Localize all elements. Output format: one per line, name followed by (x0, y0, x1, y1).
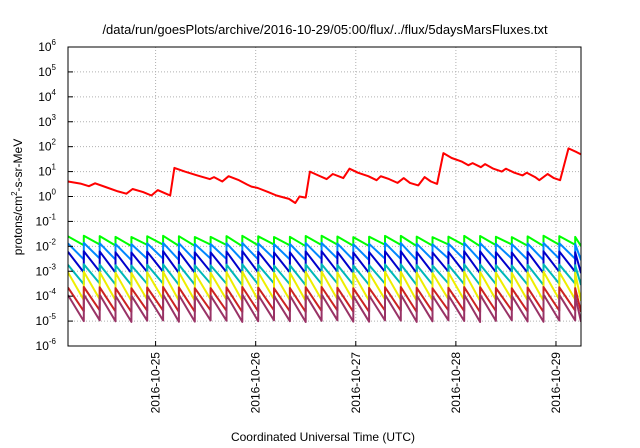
chart-title: /data/run/goesPlots/archive/2016-10-29/0… (102, 22, 548, 37)
y-tick-label: 105 (38, 63, 56, 79)
y-tick-label: 104 (38, 88, 56, 104)
series-line-5 (68, 263, 581, 287)
x-tick-label: 2016-10-29 (549, 352, 563, 414)
series-line-1 (68, 147, 581, 204)
x-axis-ticks: 2016-10-25 2016-10-26 2016-10-27 2016-10-28… (149, 341, 563, 413)
series-line-7 (68, 286, 581, 314)
y-tick-label: 10-1 (36, 212, 57, 228)
y-axis-label-base: protons/cm (11, 196, 25, 255)
series-line-2 (68, 234, 581, 248)
y-tick-label: 10-5 (36, 312, 57, 328)
y-tick-label: 106 (38, 38, 56, 54)
x-tick-label: 2016-10-28 (449, 352, 463, 414)
y-tick-label: 10-6 (36, 337, 57, 353)
y-axis-label-rest: -s-sr-MeV (11, 139, 25, 192)
x-axis-label: Coordinated Universal Time (UTC) (231, 430, 415, 444)
y-tick-label: 101 (38, 163, 56, 179)
series-group (68, 147, 581, 323)
y-tick-label: 10-2 (36, 237, 57, 253)
x-tick-label: 2016-10-27 (349, 352, 363, 414)
series-line-3 (68, 241, 581, 262)
y-tick-label: 10-3 (36, 262, 57, 278)
y-axis-ticks: 10-6 10-5 10-4 10-3 10-2 10-1 100 101 102 103 104 1… (36, 38, 73, 353)
y-tick-label: 103 (38, 113, 56, 129)
x-tick-label: 2016-10-25 (149, 352, 163, 414)
series-line-6 (68, 270, 581, 302)
y-axis-label: protons/cm2-s-sr-MeV (10, 139, 25, 255)
y-tick-label: 102 (38, 138, 56, 154)
y-tick-label: 10-4 (36, 287, 57, 303)
y-tick-label: 100 (38, 188, 56, 204)
series-line-4 (68, 250, 581, 275)
y-axis-label-sup: 2 (10, 191, 19, 196)
series-line-8 (68, 293, 581, 323)
x-tick-label: 2016-10-26 (249, 352, 263, 414)
